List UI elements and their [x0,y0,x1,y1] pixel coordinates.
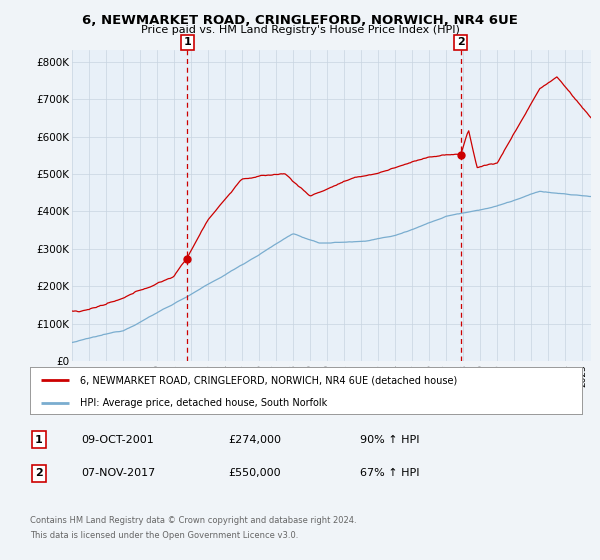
Text: 2: 2 [35,468,43,478]
Text: 67% ↑ HPI: 67% ↑ HPI [360,468,419,478]
Text: 6, NEWMARKET ROAD, CRINGLEFORD, NORWICH, NR4 6UE: 6, NEWMARKET ROAD, CRINGLEFORD, NORWICH,… [82,14,518,27]
Text: 90% ↑ HPI: 90% ↑ HPI [360,435,419,445]
Text: This data is licensed under the Open Government Licence v3.0.: This data is licensed under the Open Gov… [30,531,298,540]
Text: £274,000: £274,000 [228,435,281,445]
Text: 07-NOV-2017: 07-NOV-2017 [81,468,155,478]
Text: £550,000: £550,000 [228,468,281,478]
Text: Contains HM Land Registry data © Crown copyright and database right 2024.: Contains HM Land Registry data © Crown c… [30,516,356,525]
Text: 2: 2 [457,38,464,47]
Text: HPI: Average price, detached house, South Norfolk: HPI: Average price, detached house, Sout… [80,398,327,408]
Text: 09-OCT-2001: 09-OCT-2001 [81,435,154,445]
Text: 1: 1 [184,38,191,47]
Text: 6, NEWMARKET ROAD, CRINGLEFORD, NORWICH, NR4 6UE (detached house): 6, NEWMARKET ROAD, CRINGLEFORD, NORWICH,… [80,375,457,385]
Text: 1: 1 [35,435,43,445]
Text: Price paid vs. HM Land Registry's House Price Index (HPI): Price paid vs. HM Land Registry's House … [140,25,460,35]
